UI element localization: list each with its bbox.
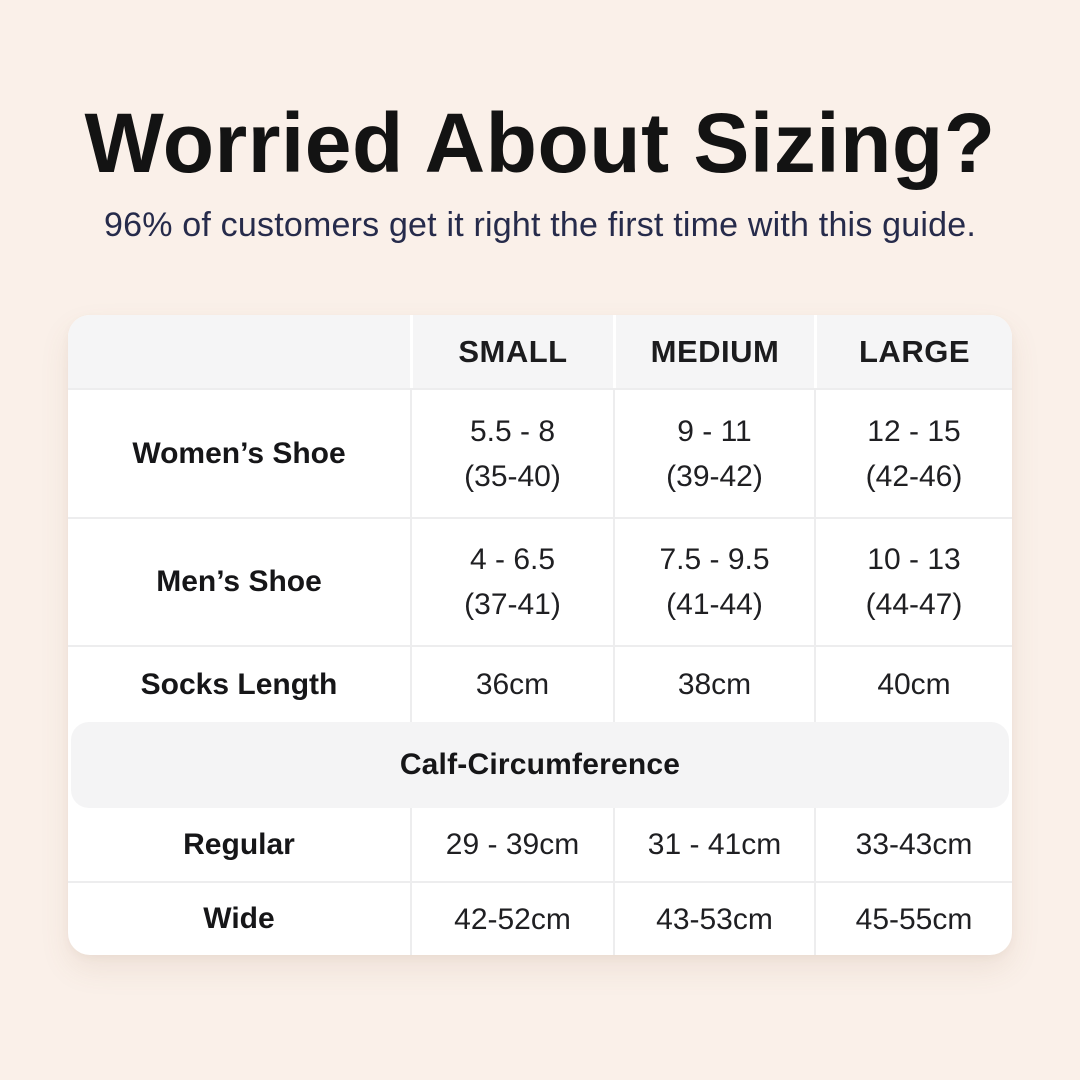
table-row-mens-shoe: Men’s Shoe 4 - 6.5 (37-41) 7.5 - 9.5 (41… xyxy=(68,517,1012,645)
table-cell-wide-medium: 43-53cm xyxy=(613,883,814,955)
table-cell-wide-small: 42-52cm xyxy=(410,883,613,955)
cell-value-secondary: (37-41) xyxy=(464,588,561,621)
row-label-socks-length: Socks Length xyxy=(140,667,338,701)
cell-value-secondary: (42-46) xyxy=(865,459,963,493)
row-label-mens-shoe: Men’s Shoe xyxy=(156,565,322,598)
cell-value-secondary: (35-40) xyxy=(464,459,561,493)
table-cell-womens-medium: 9 - 11 (39-42) xyxy=(613,390,814,517)
table-cell-wide-large: 45-55cm xyxy=(814,883,1012,955)
row-label-cell: Socks Length xyxy=(68,647,410,722)
table-cell-regular-large: 33-43cm xyxy=(814,808,1012,881)
table-cell-regular-small: 29 - 39cm xyxy=(410,808,613,881)
cell-value: 38cm xyxy=(677,668,752,701)
table-cell-socks-large: 40cm xyxy=(814,647,1012,722)
cell-value: 31 - 41cm xyxy=(647,828,782,861)
table-row-wide: Wide 42-52cm 43-53cm 45-55cm xyxy=(68,881,1012,955)
table-cell-womens-large: 12 - 15 (42-46) xyxy=(814,390,1012,517)
table-cell-mens-medium: 7.5 - 9.5 (41-44) xyxy=(613,519,814,645)
table-cell-mens-large: 10 - 13 (44-47) xyxy=(814,519,1012,645)
page-subtitle: 96% of customers get it right the first … xyxy=(103,206,976,244)
cell-value: 42-52cm xyxy=(454,902,571,936)
table-cell-regular-medium: 31 - 41cm xyxy=(613,808,814,881)
cell-value: 5.5 - 8 xyxy=(469,414,556,448)
page-title: Worried About Sizing? xyxy=(84,96,996,190)
table-cell-socks-medium: 38cm xyxy=(613,647,814,722)
section-header-calf-circumference: Calf-Circumference xyxy=(71,722,1009,808)
row-label-cell: Men’s Shoe xyxy=(68,519,410,645)
column-header-small: SMALL xyxy=(410,315,613,388)
column-header-large: LARGE xyxy=(814,315,1012,388)
column-header-large-label: LARGE xyxy=(859,333,970,369)
cell-value-secondary: (41-44) xyxy=(666,588,763,621)
row-label-cell: Wide xyxy=(68,883,410,955)
cell-value: 4 - 6.5 xyxy=(469,543,556,576)
row-label-cell: Regular xyxy=(68,808,410,881)
cell-value: 43-53cm xyxy=(656,902,773,936)
header-empty-cell xyxy=(68,315,410,388)
table-header-row: SMALL MEDIUM LARGE xyxy=(68,315,1012,390)
cell-value: 29 - 39cm xyxy=(445,828,580,861)
row-label-cell: Women’s Shoe xyxy=(68,390,410,517)
cell-value: 40cm xyxy=(877,668,951,701)
row-label-wide: Wide xyxy=(203,902,275,935)
cell-value-secondary: (44-47) xyxy=(865,588,963,621)
cell-value: 45-55cm xyxy=(855,902,973,936)
cell-value: 33-43cm xyxy=(855,828,973,861)
row-label-regular: Regular xyxy=(183,827,295,861)
cell-value: 10 - 13 xyxy=(867,543,961,576)
table-row-socks-length: Socks Length 36cm 38cm 40cm xyxy=(68,645,1012,722)
column-header-medium: MEDIUM xyxy=(613,315,814,388)
section-header-label: Calf-Circumference xyxy=(399,748,681,781)
cell-value: 36cm xyxy=(475,668,550,701)
table-cell-socks-small: 36cm xyxy=(410,647,613,722)
table-cell-mens-small: 4 - 6.5 (37-41) xyxy=(410,519,613,645)
table-row-regular: Regular 29 - 39cm 31 - 41cm 33-43cm xyxy=(68,808,1012,881)
table-row-womens-shoe: Women’s Shoe 5.5 - 8 (35-40) 9 - 11 (39-… xyxy=(68,390,1012,517)
cell-value: 9 - 11 xyxy=(677,414,752,448)
cell-value: 12 - 15 xyxy=(867,414,961,448)
column-header-small-label: SMALL xyxy=(458,333,568,369)
table-cell-womens-small: 5.5 - 8 (35-40) xyxy=(410,390,613,517)
row-label-womens-shoe: Women’s Shoe xyxy=(132,436,346,470)
cell-value: 7.5 - 9.5 xyxy=(659,543,770,576)
column-header-medium-label: MEDIUM xyxy=(650,333,780,369)
cell-value-secondary: (39-42) xyxy=(666,459,763,493)
size-table-card: SMALL MEDIUM LARGE Women’s Shoe 5.5 - 8 … xyxy=(68,315,1012,955)
